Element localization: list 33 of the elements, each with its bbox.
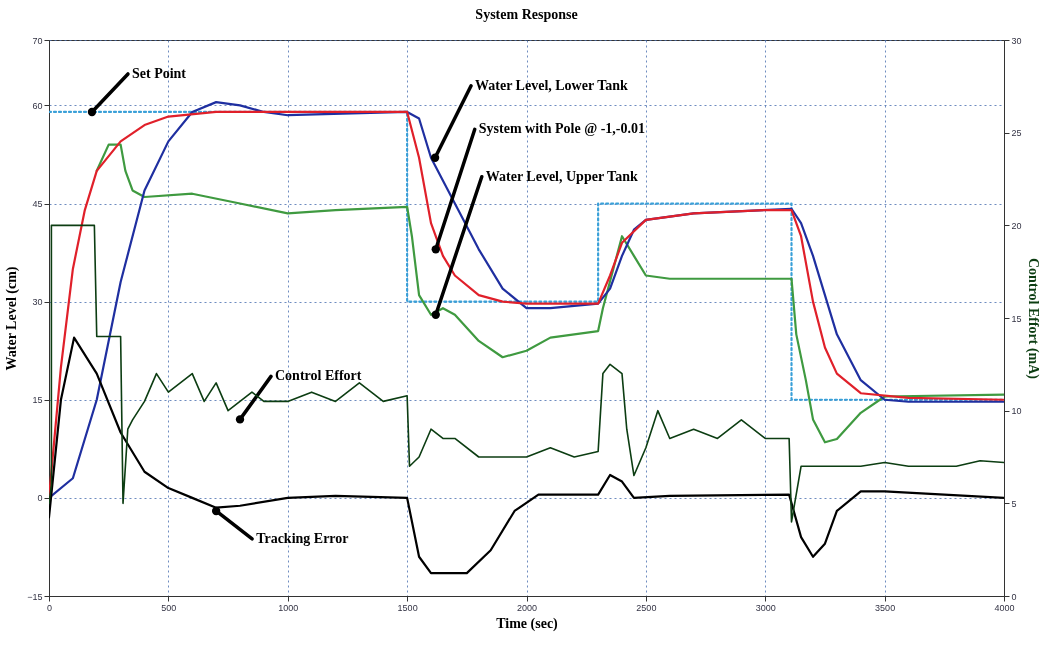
- annotation: System with Pole @ -1,-0.01: [478, 121, 646, 137]
- x-axis-title: Time (sec): [496, 615, 559, 632]
- y2-tick-label: 15: [1011, 313, 1022, 324]
- y2-tick-label: 25: [1011, 128, 1022, 139]
- y2-tick-label: 30: [1011, 35, 1022, 46]
- y2-tick-label: 10: [1011, 406, 1022, 417]
- x-tick-label: 2500: [636, 602, 657, 613]
- y-axis-title: Water Level (cm): [4, 266, 21, 371]
- x-tick-label: 3000: [755, 602, 776, 613]
- y-tick-label: 70: [32, 35, 43, 46]
- x-tick-label: 4000: [994, 602, 1015, 613]
- x-tick-label: 3500: [875, 602, 896, 613]
- x-tick-label: 1500: [397, 602, 418, 613]
- y-tick-label: 15: [32, 395, 43, 406]
- annotation: Tracking Error: [256, 530, 349, 546]
- annotation: Water Level, Upper Tank: [485, 168, 638, 184]
- y-tick-label: −15: [27, 591, 43, 602]
- x-tick-label: 2000: [516, 602, 538, 613]
- y2-tick-label: 5: [1011, 498, 1017, 509]
- x-tick-label: 500: [161, 602, 177, 613]
- y2-tick-label: 20: [1011, 220, 1022, 231]
- annotation: Control Effort: [275, 368, 362, 384]
- x-tick-label: 0: [46, 602, 53, 613]
- y-tick-label: 60: [32, 100, 43, 111]
- y-tick-label: 0: [37, 493, 43, 504]
- y-tick-label: 45: [32, 199, 43, 210]
- chart-title: System Response: [475, 7, 578, 22]
- annotation: Set Point: [131, 65, 187, 81]
- x-tick-label: 1000: [278, 602, 299, 613]
- annotation: Water Level, Lower Tank: [475, 77, 628, 93]
- y2-tick-label: 0: [1011, 591, 1017, 602]
- y2-axis-title: Control Effort (mA): [1024, 257, 1041, 380]
- y-tick-label: 30: [32, 297, 43, 308]
